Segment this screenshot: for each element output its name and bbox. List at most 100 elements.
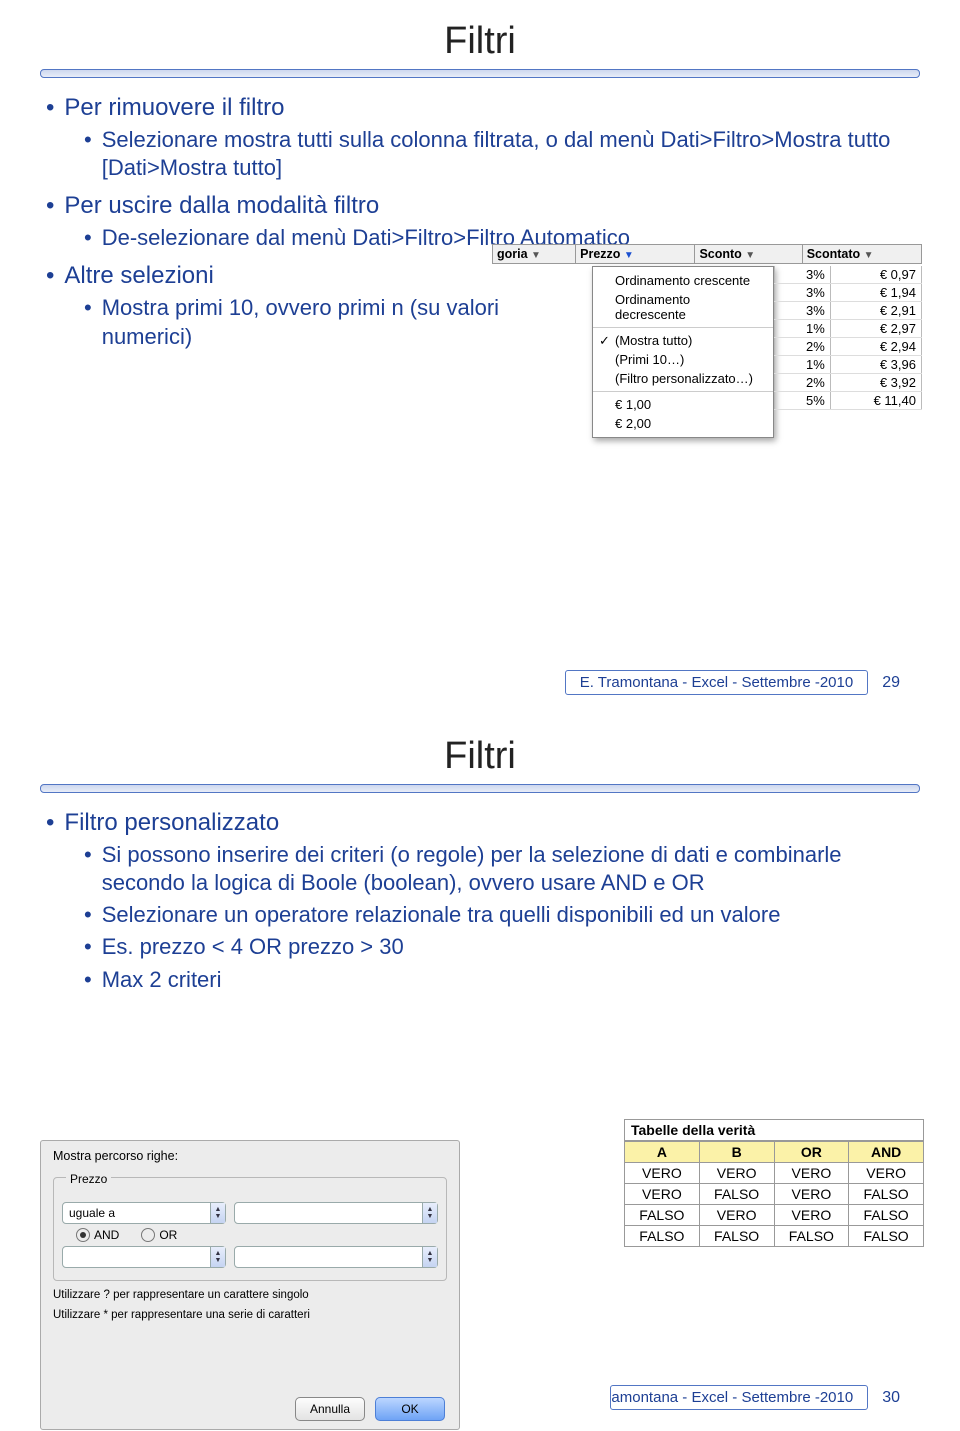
th: OR [774,1142,849,1163]
page-number: 30 [882,1389,900,1407]
bullet: •Si possono inserire dei criteri (o rego… [84,841,920,897]
menu-item-value[interactable]: € 2,00 [593,414,773,433]
value-select-1[interactable]: ▲▼ [234,1202,438,1224]
table-row: 1%€ 3,96 [775,356,922,374]
cell: € 0,97 [830,266,921,284]
custom-filter-dialog: Mostra percorso righe: Prezzo uguale a ▲… [40,1140,460,1430]
value-select-2[interactable]: ▲▼ [234,1246,438,1268]
cell: 5% [775,392,831,410]
operator-select-1[interactable]: uguale a ▲▼ [62,1202,226,1224]
select-value: uguale a [69,1206,115,1220]
cell: FALSO [849,1226,924,1247]
cell: € 1,94 [830,284,921,302]
cell: € 3,96 [830,356,921,374]
ok-button[interactable]: OK [375,1397,445,1421]
cell: VERO [774,1163,849,1184]
radio-and[interactable]: AND [76,1228,119,1242]
filter-group: Prezzo uguale a ▲▼ ▲▼ AND OR ▲▼ [53,1177,447,1281]
table-row: 3%€ 2,91 [775,302,922,320]
cell: FALSO [699,1184,774,1205]
group-title: Prezzo [66,1172,111,1186]
cell: FALSO [699,1226,774,1247]
table-row: 3%€ 0,97 [775,266,922,284]
table-row: FALSOVEROVEROFALSO [625,1205,924,1226]
filter-dropdown-menu[interactable]: Ordinamento crescente Ordinamento decres… [592,266,774,438]
text: Max 2 criteri [102,966,222,994]
slide1-title: Filtri [40,20,920,63]
cell: 3% [775,266,831,284]
cancel-button[interactable]: Annulla [295,1397,365,1421]
cell: VERO [774,1205,849,1226]
menu-item-value[interactable]: € 1,00 [593,395,773,414]
data-cells: 3%€ 0,973%€ 1,943%€ 2,911%€ 2,972%€ 2,94… [774,266,922,410]
truth-caption: Tabelle della verità [624,1119,924,1141]
text: Filtro personalizzato [64,809,279,837]
title-rule [40,69,920,78]
filter-menu-screenshot: goria ▼ Prezzo ▼ Sconto ▼ Scontato ▼ Ord… [492,244,922,264]
slide2-title: Filtri [40,735,920,778]
slide-2: Filtri •Filtro personalizzato •Si posson… [0,715,960,1430]
cell: FALSO [625,1205,700,1226]
menu-item-show-all[interactable]: (Mostra tutto) [593,331,773,350]
table-row: VEROVEROVEROVERO [625,1163,924,1184]
page-number: 29 [882,674,900,692]
cell: FALSO [849,1205,924,1226]
cell: FALSO [625,1226,700,1247]
header-row: goria ▼ Prezzo ▼ Sconto ▼ Scontato ▼ [492,244,922,264]
th: A [625,1142,700,1163]
bullet: •Max 2 criteri [84,966,920,994]
separator [593,327,773,328]
cell: VERO [625,1163,700,1184]
radio-label: OR [159,1228,177,1242]
bullet: •Selezionare mostra tutti sulla colonna … [84,126,920,182]
table-row: 2%€ 2,94 [775,338,922,356]
text: Selezionare un operatore relazionale tra… [102,901,781,929]
table-row: 1%€ 2,97 [775,320,922,338]
bullet: •Es. prezzo < 4 OR prezzo > 30 [84,933,920,961]
cell: 3% [775,302,831,320]
text: Per rimuovere il filtro [64,94,284,122]
cell: 2% [775,374,831,392]
col: Sconto [699,247,741,261]
footer: E. Tramontana - Excel - Settembre -2010 … [565,670,900,695]
radio-label: AND [94,1228,119,1242]
text: Selezionare mostra tutti sulla colonna f… [102,126,920,182]
bullet: •Mostra primi 10, ovvero primi n (su val… [84,294,504,350]
cell: € 2,91 [830,302,921,320]
text: Mostra primi 10, ovvero primi n (su valo… [102,294,504,350]
menu-item-custom-filter[interactable]: (Filtro personalizzato…) [593,369,773,388]
title-rule [40,784,920,793]
table-row: 5%€ 11,40 [775,392,922,410]
cell: 1% [775,356,831,374]
bullet: •Selezionare un operatore relazionale tr… [84,901,920,929]
separator [593,391,773,392]
col: goria [497,247,528,261]
text: Per uscire dalla modalità filtro [64,192,379,220]
menu-item-sort-asc[interactable]: Ordinamento crescente [593,271,773,290]
th: AND [849,1142,924,1163]
cell: € 2,97 [830,320,921,338]
truth-table: Tabelle della verità A B OR AND VEROVERO… [624,1119,924,1247]
slide-1: Filtri •Per rimuovere il filtro •Selezio… [0,0,960,715]
menu-item-sort-desc[interactable]: Ordinamento decrescente [593,290,773,324]
cell: 1% [775,320,831,338]
text: Es. prezzo < 4 OR prezzo > 30 [102,933,404,961]
text: Altre selezioni [64,262,213,290]
table-row: 2%€ 3,92 [775,374,922,392]
th: B [699,1142,774,1163]
radio-dot-icon [76,1228,90,1242]
hint-star: Utilizzare * per rappresentare una serie… [53,1309,447,1321]
menu-item-top10[interactable]: (Primi 10…) [593,350,773,369]
cell: VERO [699,1163,774,1184]
radio-or[interactable]: OR [141,1228,177,1242]
bullet: •Per uscire dalla modalità filtro [46,192,920,220]
footer: amontana - Excel - Settembre -2010 30 [610,1385,900,1410]
table-row: FALSOFALSOFALSOFALSO [625,1226,924,1247]
cell: VERO [774,1184,849,1205]
operator-select-2[interactable]: ▲▼ [62,1246,226,1268]
cell: FALSO [849,1184,924,1205]
table-row: 3%€ 1,94 [775,284,922,302]
col: Scontato [807,247,860,261]
table-row: VEROFALSOVEROFALSO [625,1184,924,1205]
footer-text: E. Tramontana - Excel - Settembre -2010 [565,670,868,695]
